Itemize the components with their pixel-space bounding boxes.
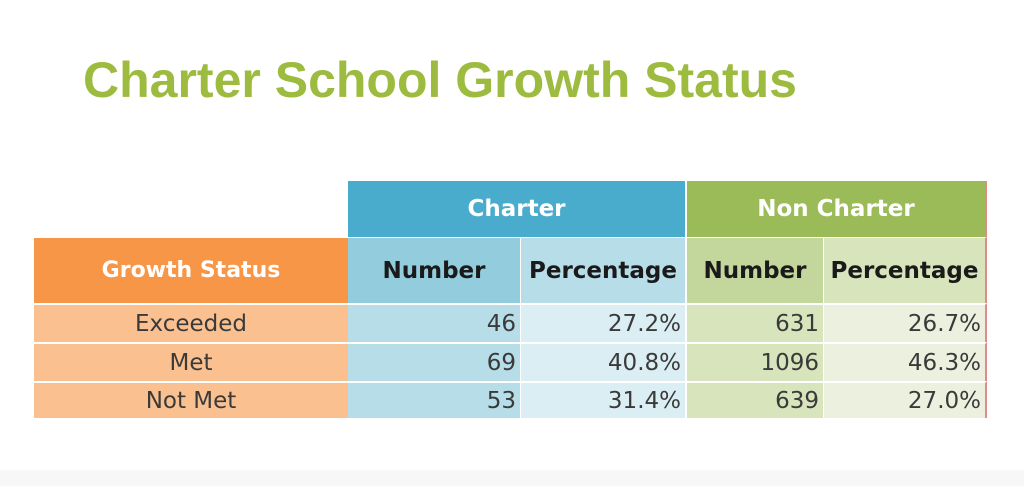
charter-percentage-cell: 31.4% [521, 381, 687, 418]
charter-percentage-header: Percentage [521, 237, 687, 303]
page-title: Charter School Growth Status [83, 52, 797, 108]
noncharter-percentage-cell: 27.0% [824, 381, 987, 418]
noncharter-percentage-header: Percentage [824, 237, 987, 303]
noncharter-percentage-cell: 46.3% [824, 342, 987, 381]
charter-number-header: Number [348, 237, 521, 303]
table-corner-blank [34, 181, 348, 237]
noncharter-number-cell: 1096 [687, 342, 824, 381]
charter-percentage-cell: 27.2% [521, 303, 687, 342]
row-label-exceeded: Exceeded [34, 303, 348, 342]
charter-number-cell: 46 [348, 303, 521, 342]
bottom-strip [0, 470, 1024, 486]
growth-status-header: Growth Status [34, 237, 348, 303]
row-label-not-met: Not Met [34, 381, 348, 418]
charter-group-header: Charter [348, 181, 687, 237]
charter-number-cell: 69 [348, 342, 521, 381]
charter-number-cell: 53 [348, 381, 521, 418]
noncharter-group-header: Non Charter [687, 181, 987, 237]
row-label-met: Met [34, 342, 348, 381]
growth-status-table: Charter Non Charter Growth Status Number… [34, 181, 987, 418]
noncharter-number-header: Number [687, 237, 824, 303]
noncharter-percentage-cell: 26.7% [824, 303, 987, 342]
charter-percentage-cell: 40.8% [521, 342, 687, 381]
noncharter-number-cell: 631 [687, 303, 824, 342]
noncharter-number-cell: 639 [687, 381, 824, 418]
